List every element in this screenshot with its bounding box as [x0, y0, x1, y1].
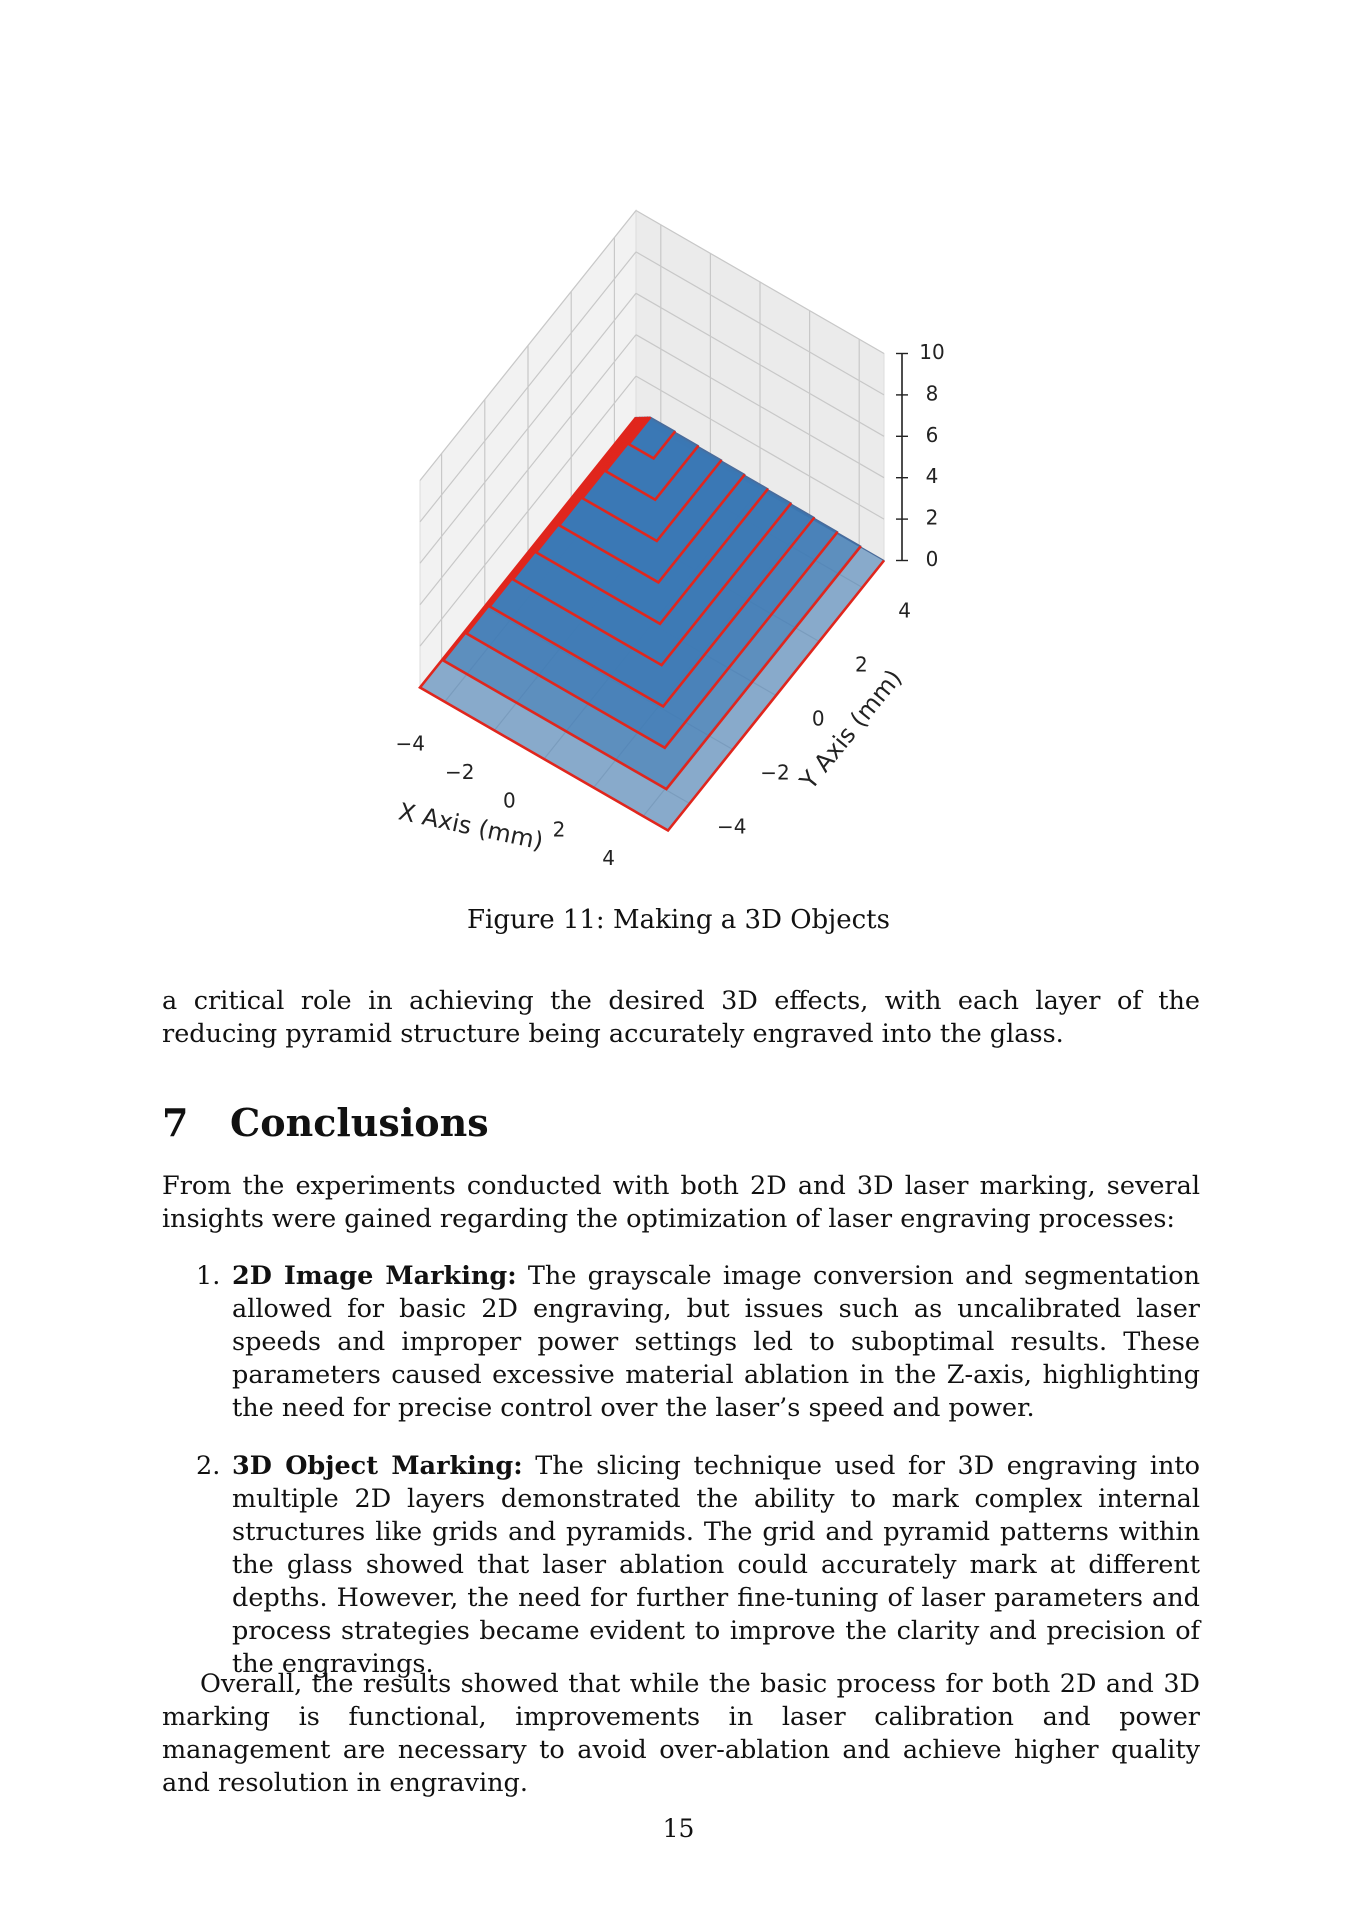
- z-tick-label: 10: [919, 340, 944, 364]
- y-tick-label: 4: [898, 598, 911, 622]
- gridline: [419, 334, 637, 606]
- y-tick-label: 2: [855, 652, 868, 676]
- y-tick-label: 0: [812, 706, 825, 730]
- z-tick-label: 0: [926, 547, 939, 571]
- item-lead: 3D Object Marking:: [232, 1451, 523, 1481]
- conclusion-intro: From the experiments conducted with both…: [162, 1171, 1200, 1234]
- pyramid-layers: [418, 416, 886, 833]
- gridline: [635, 292, 885, 437]
- list-marker: 2.: [196, 1451, 221, 1481]
- section-title: Conclusions: [230, 1100, 489, 1145]
- gridline: [419, 251, 637, 523]
- x-tick-label: 4: [602, 846, 615, 870]
- z-tick-label: 6: [926, 423, 939, 447]
- z-tick-label: 4: [926, 464, 939, 488]
- x-tick-label: 2: [553, 817, 566, 841]
- figure-caption: Figure 11: Making a 3D Objects: [467, 905, 890, 935]
- gridline: [419, 292, 637, 564]
- gridline: [419, 210, 637, 481]
- gridline: [635, 334, 885, 479]
- z-tick-label: 8: [926, 381, 939, 405]
- list-item: 1. 2D Image Marking: The grayscale image…: [196, 1260, 1200, 1425]
- item-text: The grayscale image conversion and segme…: [232, 1261, 1200, 1423]
- x-tick-label: −4: [395, 732, 424, 756]
- section-number: 7: [162, 1100, 189, 1145]
- y-tick-label: −4: [717, 814, 746, 838]
- page-number: 15: [662, 1814, 695, 1843]
- z-tick-label: 2: [926, 506, 939, 530]
- item-lead: 2D Image Marking:: [232, 1261, 517, 1291]
- gridline: [419, 375, 637, 647]
- x-tick-label: 0: [503, 789, 516, 813]
- section-heading: 7 Conclusions: [162, 1100, 489, 1145]
- x-tick-label: −2: [445, 760, 474, 784]
- closing-paragraph: Overall, the results showed that while t…: [162, 1669, 1200, 1798]
- intro-paragraph: a critical role in achieving the desired…: [162, 986, 1200, 1049]
- item-text: The slicing technique used for 3D engrav…: [232, 1451, 1201, 1679]
- list-item: 2. 3D Object Marking: The slicing techni…: [196, 1450, 1200, 1681]
- gridline: [635, 209, 885, 355]
- list-marker: 1.: [196, 1261, 221, 1291]
- axis-ticks: 0 2 4 6 8 10 −4 −2 0 2 4 −4 −2 0 2 4: [395, 340, 944, 870]
- gridline: [635, 251, 885, 396]
- insights-list: 1. 2D Image Marking: The grayscale image…: [196, 1260, 1200, 1706]
- y-tick-label: −2: [760, 760, 789, 784]
- gridline: [635, 375, 885, 520]
- layer-edge: [626, 416, 677, 461]
- x-axis-label: X Axis (mm): [396, 797, 546, 855]
